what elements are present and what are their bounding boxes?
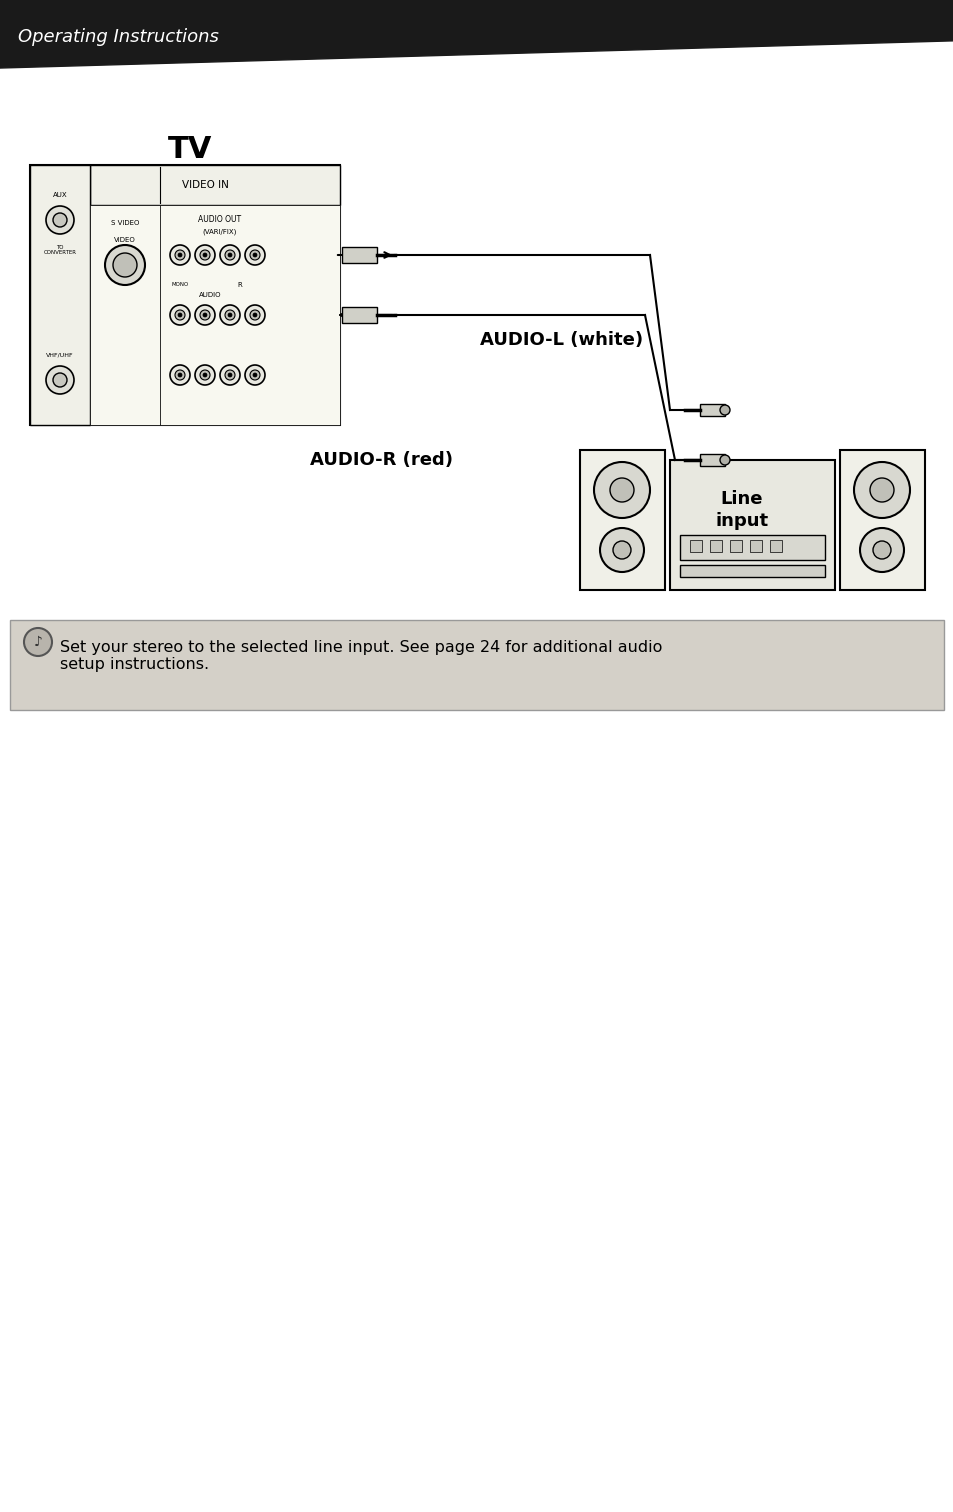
Circle shape (203, 253, 207, 257)
Circle shape (228, 373, 232, 376)
Circle shape (869, 478, 893, 502)
Bar (709, 540, 721, 552)
Text: AUDIO: AUDIO (198, 292, 221, 298)
Text: S VIDEO: S VIDEO (111, 221, 139, 225)
Circle shape (225, 370, 234, 380)
Bar (700, 404, 724, 416)
Text: AUX: AUX (52, 192, 68, 198)
Circle shape (853, 463, 909, 519)
Circle shape (46, 206, 74, 234)
Bar (729, 540, 741, 552)
FancyBboxPatch shape (10, 620, 943, 711)
Circle shape (178, 313, 182, 318)
Circle shape (613, 541, 630, 559)
Circle shape (220, 245, 240, 265)
Circle shape (194, 305, 214, 325)
Text: TO
CONVERTER: TO CONVERTER (44, 245, 76, 256)
Text: Operating Instructions: Operating Instructions (18, 29, 218, 47)
Bar (30, 165, 90, 425)
Circle shape (245, 245, 265, 265)
Bar (840, 451, 924, 590)
Circle shape (203, 313, 207, 318)
Bar (700, 454, 724, 466)
Circle shape (194, 364, 214, 386)
Circle shape (720, 405, 729, 414)
Circle shape (872, 541, 890, 559)
Text: TV: TV (168, 135, 212, 163)
Text: AUDIO-R (red): AUDIO-R (red) (310, 451, 453, 469)
Text: AUDIO-L (white): AUDIO-L (white) (479, 331, 642, 349)
Circle shape (178, 253, 182, 257)
Text: VIDEO: VIDEO (114, 237, 135, 243)
Circle shape (112, 253, 137, 277)
Circle shape (203, 373, 207, 376)
Bar (90, 165, 339, 206)
Circle shape (720, 455, 729, 466)
Circle shape (245, 305, 265, 325)
Bar (90, 206, 160, 425)
Bar (679, 565, 824, 578)
Text: (VARI/FIX): (VARI/FIX) (203, 228, 237, 236)
Circle shape (225, 310, 234, 321)
Text: VIDEO IN: VIDEO IN (181, 180, 228, 191)
Circle shape (594, 463, 649, 519)
Bar (679, 535, 824, 559)
Bar (579, 451, 664, 590)
Circle shape (245, 364, 265, 386)
Circle shape (53, 373, 67, 387)
Text: AUDIO OUT: AUDIO OUT (198, 216, 241, 224)
Circle shape (46, 366, 74, 395)
Circle shape (250, 310, 260, 321)
Text: ♪: ♪ (33, 635, 42, 649)
Bar (160, 206, 339, 425)
Circle shape (599, 528, 643, 572)
Circle shape (220, 305, 240, 325)
Bar (341, 307, 376, 324)
Circle shape (250, 249, 260, 260)
Circle shape (170, 305, 190, 325)
Circle shape (170, 364, 190, 386)
Bar (689, 540, 701, 552)
Circle shape (228, 313, 232, 318)
Circle shape (178, 373, 182, 376)
Text: R: R (237, 283, 242, 287)
Text: Line
input: Line input (715, 490, 768, 531)
Polygon shape (0, 0, 953, 68)
Circle shape (200, 310, 210, 321)
Circle shape (228, 253, 232, 257)
Circle shape (609, 478, 634, 502)
Bar (669, 460, 834, 590)
Circle shape (53, 213, 67, 227)
Circle shape (253, 313, 256, 318)
Bar (749, 540, 761, 552)
Text: Set your stereo to the selected line input. See page 24 for additional audio
set: Set your stereo to the selected line inp… (60, 640, 661, 673)
Circle shape (220, 364, 240, 386)
Circle shape (105, 245, 145, 284)
Bar (769, 540, 781, 552)
Circle shape (24, 627, 52, 656)
Circle shape (250, 370, 260, 380)
Circle shape (174, 249, 185, 260)
Bar (30, 165, 339, 425)
Circle shape (194, 245, 214, 265)
Circle shape (174, 310, 185, 321)
Circle shape (200, 249, 210, 260)
Bar (341, 246, 376, 263)
Circle shape (225, 249, 234, 260)
Circle shape (170, 245, 190, 265)
Circle shape (200, 370, 210, 380)
Text: MONO: MONO (172, 283, 189, 287)
Circle shape (859, 528, 903, 572)
Text: VHF/UHF: VHF/UHF (46, 352, 73, 357)
Circle shape (174, 370, 185, 380)
Circle shape (253, 373, 256, 376)
Circle shape (253, 253, 256, 257)
